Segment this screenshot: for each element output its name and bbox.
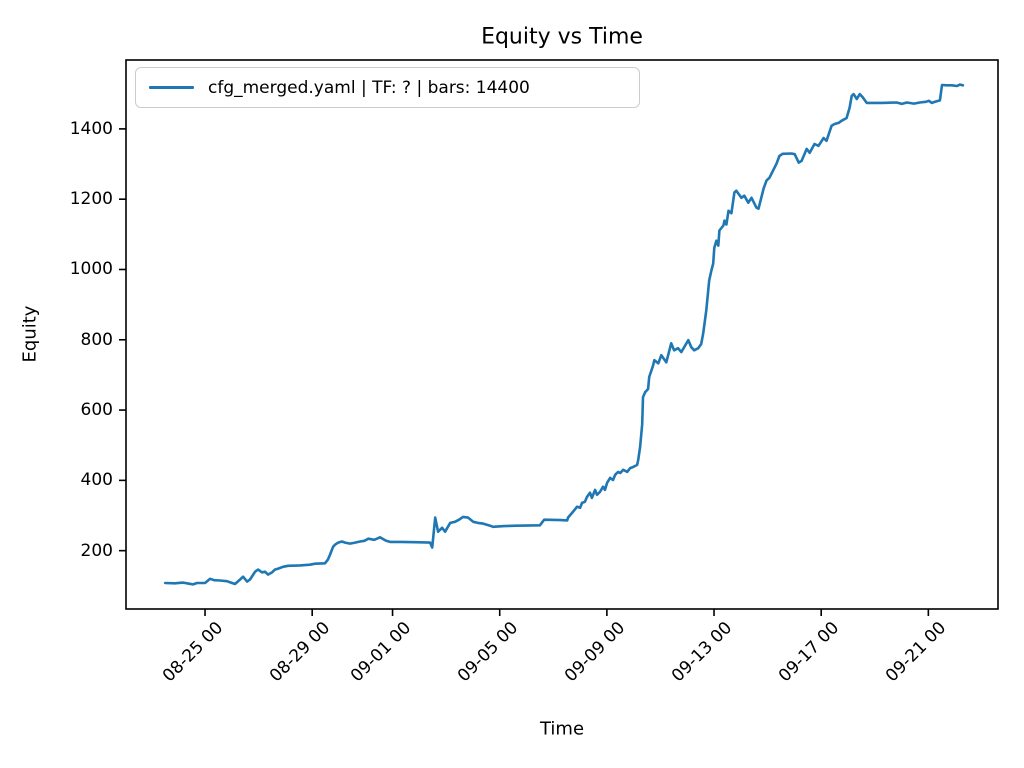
legend-box: cfg_merged.yaml | TF: ? | bars: 14400 xyxy=(135,67,640,108)
y-tick-label: 400 xyxy=(80,470,113,491)
axes-spines xyxy=(125,59,999,610)
axis-ticks xyxy=(119,128,930,616)
legend-label: cfg_merged.yaml | TF: ? | bars: 14400 xyxy=(208,77,530,98)
y-tick-label: 200 xyxy=(80,540,113,561)
y-tick-label: 1000 xyxy=(69,259,113,280)
y-tick-label: 800 xyxy=(80,329,113,350)
x-axis-label: Time xyxy=(539,718,585,740)
y-tick-label: 1200 xyxy=(69,189,113,210)
legend-line-sample-icon xyxy=(149,85,194,90)
chart-title: Equity vs Time xyxy=(481,24,643,50)
y-tick-label: 600 xyxy=(80,400,113,421)
y-tick-label: 1400 xyxy=(69,118,113,139)
equity-line xyxy=(163,83,965,586)
